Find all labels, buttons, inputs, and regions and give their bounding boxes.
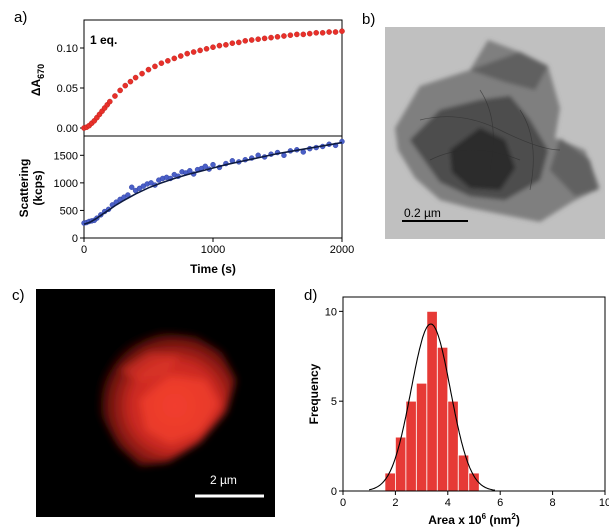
panel-a-xtick-label: 2000	[330, 244, 354, 256]
panel-d-bar	[415, 382, 428, 492]
panel-a-top-point	[190, 49, 197, 55]
panel-a-top-point	[158, 60, 165, 67]
panel-d-frame	[342, 296, 606, 492]
fluorescence-particle	[100, 332, 236, 466]
panel-a-xtick-label: 1000	[201, 244, 225, 256]
tem-scale-label: 0.2 µm	[404, 206, 441, 220]
panel-a-top-point	[248, 37, 255, 43]
panel-d-ytick-label: 5	[331, 396, 337, 408]
panel-a-top-point	[306, 30, 313, 37]
panel-a-bottom-yticks: 0 500 1000 1500	[54, 150, 84, 245]
panel-a-top-yticks: 0.00 0.05 0.10	[57, 43, 84, 135]
panel-a-top-point	[210, 44, 216, 51]
panel-d-xtick-label: 6	[497, 497, 503, 509]
panel-a: 1 eq. 0.00 0.05 0.10 0 500 1000 1500 0 1000 200…	[17, 19, 354, 276]
panel-d-gaussian-fit	[369, 323, 496, 491]
panel-label-c: c)	[12, 287, 25, 304]
panel-a-top-point	[165, 58, 171, 64]
panel-a-bottom-ytick-label: 0	[72, 233, 78, 245]
panel-a-top-point	[132, 74, 139, 81]
panel-d-bar	[394, 436, 407, 492]
panel-b-tem-image: 0.2 µm	[385, 27, 605, 239]
panel-d-bar	[447, 400, 459, 492]
panel-a-top-point	[281, 33, 287, 39]
panel-d: 0 5 10 0 2 4 6 8 10 Frequency Area x 106 (nm2)	[307, 296, 609, 527]
panel-d-xticks: 0 2 4 6 8 10	[340, 491, 609, 509]
panel-d-bars	[384, 310, 480, 492]
tem-wrinkles	[419, 89, 561, 191]
panel-label-d: d)	[304, 287, 317, 304]
panel-a-top-point	[274, 34, 281, 40]
panel-a-bottom-ytick-label: 1500	[54, 150, 78, 162]
panel-d-bar	[405, 400, 417, 492]
panel-d-xtick-label: 2	[392, 497, 398, 509]
panel-a-bottom-ytick-label: 500	[60, 205, 78, 217]
panel-a-top-point	[255, 36, 261, 43]
panel-a-top-point	[326, 29, 332, 35]
panel-a-top-point	[216, 42, 223, 49]
panel-a-top-point	[287, 32, 294, 39]
panel-d-yticks: 0 5 10	[325, 306, 343, 498]
panel-d-bar	[384, 472, 396, 492]
panel-d-xtick-label: 10	[599, 497, 609, 509]
panel-a-top-frame	[83, 19, 343, 137]
panel-a-top-point	[197, 47, 203, 54]
panel-label-a: a)	[14, 9, 27, 26]
panel-d-bar	[426, 310, 438, 492]
panel-a-bottom-ylabel-line2: (kcps)	[31, 170, 45, 205]
panel-d-xtick-label: 8	[550, 497, 556, 509]
panel-a-bottom-ytick-label: 1000	[54, 178, 78, 190]
panel-a-bottom-ylabel-line1: Scattering	[17, 159, 31, 218]
panel-a-top-point	[112, 93, 118, 99]
panel-a-top-point	[235, 39, 242, 46]
panel-a-top-point	[184, 50, 190, 57]
panel-a-bottom-fit-line	[83, 141, 343, 225]
panel-a-top-ytick-label: 0.00	[57, 123, 78, 135]
panel-a-top-point	[171, 55, 178, 62]
panel-a-top-points	[81, 28, 345, 131]
panel-a-top-point	[319, 29, 326, 36]
panel-c-fluorescence-image: 2 µm	[36, 289, 275, 517]
panel-d-xtick-label: 0	[340, 497, 346, 509]
panel-d-xtick-label: 4	[445, 497, 451, 509]
panel-a-top-point	[300, 31, 307, 38]
panel-a-top-point	[139, 70, 145, 77]
panel-a-top-ytick-label: 0.10	[57, 43, 78, 55]
panel-a-top-point	[261, 35, 268, 42]
panel-a-bottom-point	[210, 161, 216, 168]
panel-d-ylabel: Frequency	[307, 363, 321, 424]
panel-a-xlabel: Time (s)	[190, 262, 236, 276]
panel-a-top-point	[229, 40, 236, 47]
panel-a-top-point	[223, 42, 229, 48]
panel-a-top-point	[332, 29, 339, 35]
panel-a-top-point	[294, 31, 300, 38]
panel-a-top-point	[127, 78, 134, 85]
panel-a-top-point	[122, 82, 129, 89]
tem-sheet	[395, 40, 600, 222]
panel-a-bottom-points	[81, 138, 345, 226]
panel-d-ytick-label: 0	[331, 486, 337, 498]
panel-a-top-point	[177, 53, 184, 59]
panel-a-top-point	[107, 98, 113, 105]
panel-a-top-ylabel: ΔA670	[29, 64, 46, 96]
panel-a-top-ytick-label: 0.05	[57, 83, 78, 95]
panel-a-xtick-label: 0	[81, 244, 87, 256]
fluorescence-scale-label: 2 µm	[210, 473, 237, 487]
panel-a-top-point	[117, 87, 123, 94]
panel-a-bottom-xticks: 0 1000 2000	[81, 238, 354, 256]
panel-a-bottom-point	[129, 184, 135, 190]
panel-a-bottom-point	[202, 163, 208, 170]
panel-a-top-point	[152, 63, 158, 70]
panel-label-b: b)	[362, 11, 375, 28]
panel-a-annotation: 1 eq.	[90, 33, 117, 47]
panel-d-xlabel: Area x 106 (nm2)	[428, 512, 520, 527]
panel-d-ytick-label: 10	[325, 306, 337, 318]
panel-a-top-point	[339, 28, 345, 35]
panel-a-top-point	[145, 66, 152, 73]
panel-a-top-point	[242, 38, 249, 44]
panel-a-top-point	[268, 34, 274, 41]
panel-a-top-point	[313, 29, 320, 36]
panel-a-top-point	[203, 46, 210, 52]
